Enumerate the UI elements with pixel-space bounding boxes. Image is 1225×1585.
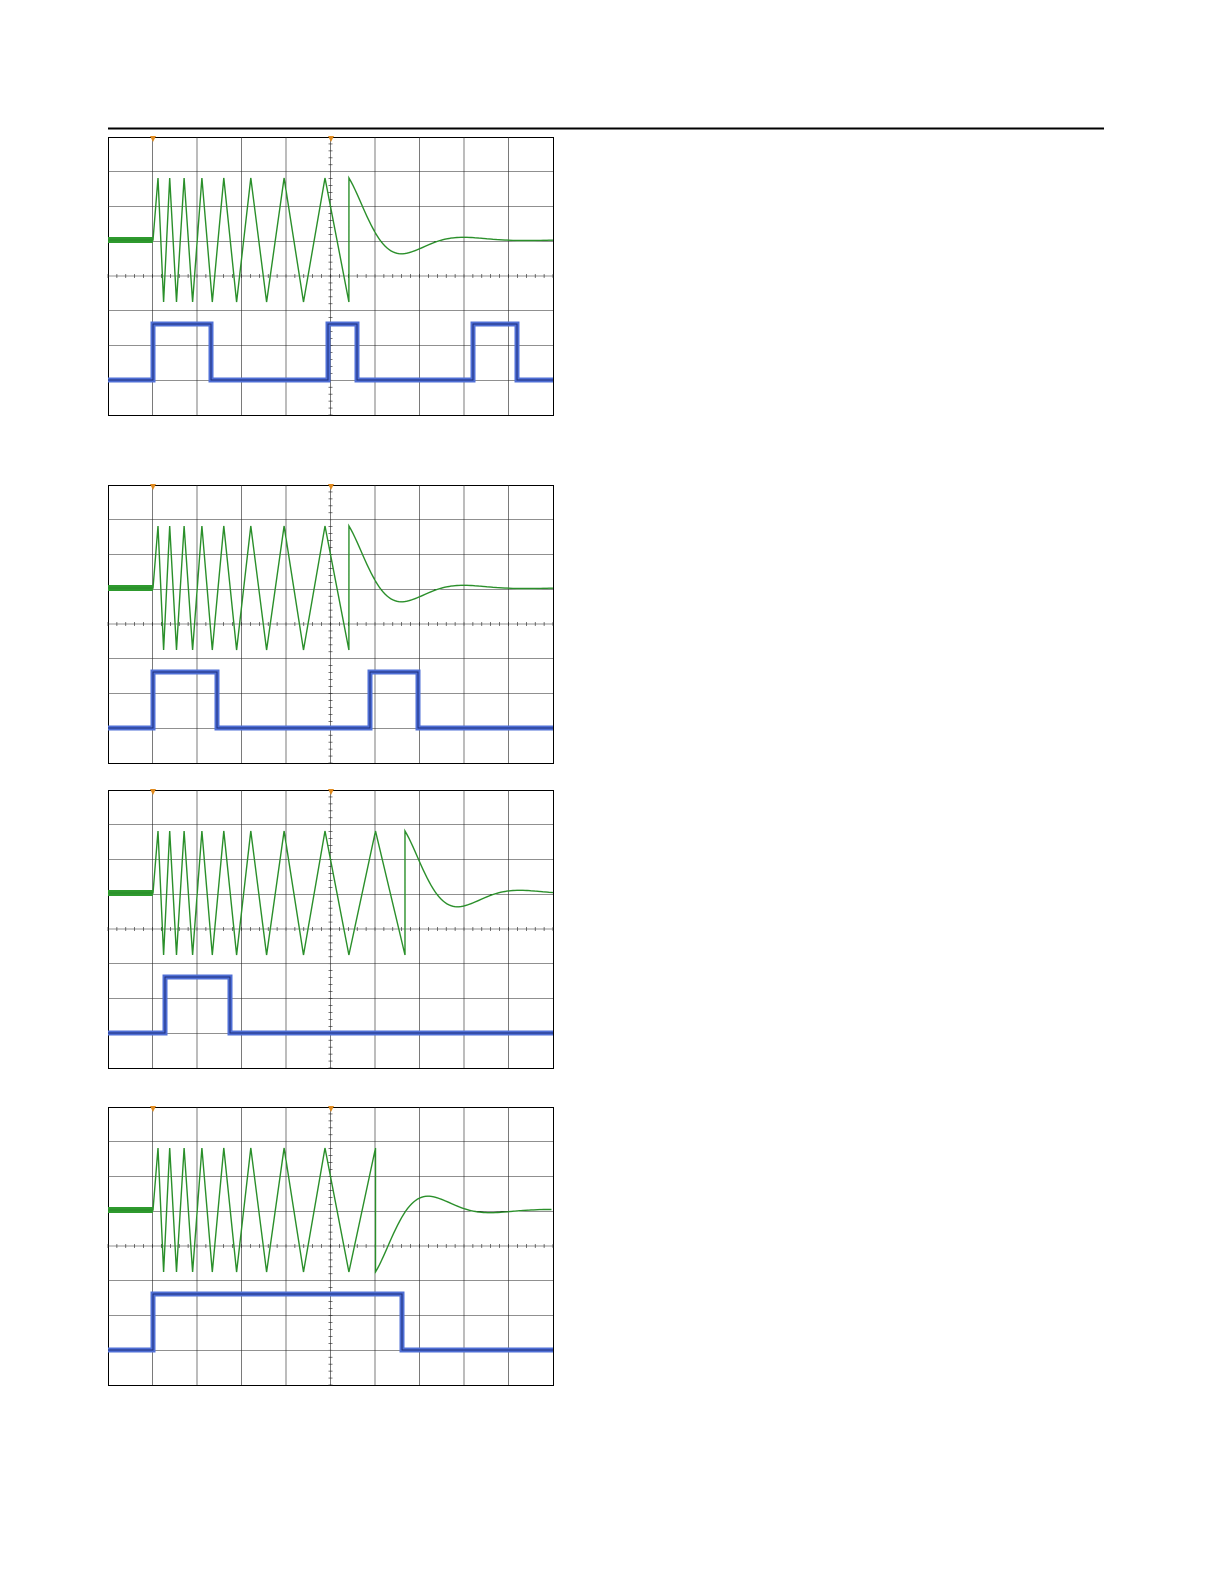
green-trace xyxy=(108,828,554,956)
trigger-marker xyxy=(150,789,156,795)
scope-frame xyxy=(108,790,554,1069)
scope-screenshot xyxy=(107,136,554,416)
trigger-marker xyxy=(150,136,156,142)
green-trace xyxy=(108,523,553,651)
blue-trace xyxy=(108,1293,553,1351)
scope-screenshot xyxy=(107,484,554,764)
trigger-marker xyxy=(328,136,334,142)
trigger-marker xyxy=(328,789,334,795)
trigger-marker xyxy=(328,484,334,490)
blue-trace xyxy=(108,671,553,729)
scope-frame xyxy=(108,1107,554,1386)
green-trace xyxy=(108,1147,552,1275)
scope-frame xyxy=(108,137,554,416)
trigger-marker xyxy=(150,484,156,490)
blue-trace xyxy=(108,976,553,1034)
blue-trace xyxy=(108,323,553,381)
trigger-marker xyxy=(328,1106,334,1112)
scope-screenshot xyxy=(107,1106,554,1386)
green-trace xyxy=(108,175,553,303)
scope-screenshot xyxy=(107,789,554,1069)
trigger-marker xyxy=(150,1106,156,1112)
